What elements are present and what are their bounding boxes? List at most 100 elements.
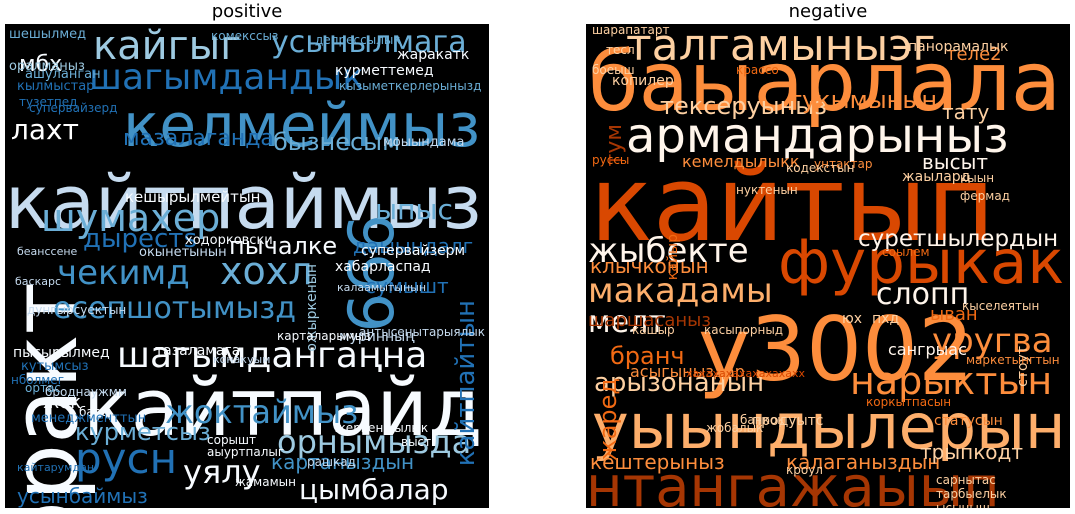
positive-word: мбх [19, 52, 63, 77]
positive-word: хабарласпад [335, 259, 431, 275]
negative-word: статусын [934, 413, 1003, 429]
negative-word: коркытпасын [866, 395, 952, 409]
positive-word: усынбаймыз [17, 484, 148, 508]
positive-word: шагымдангаңна [117, 335, 428, 376]
positive-word: ортас [25, 381, 61, 395]
positive-word: курметтемед [335, 63, 434, 79]
positive-word: пысырылмед [13, 345, 110, 361]
positive-word: ашуланган [25, 67, 101, 82]
negative-word: юх [842, 311, 863, 327]
positive-word: менеджменттын [31, 411, 147, 426]
positive-word: хохл [220, 249, 313, 293]
positive-word: кайгыг [93, 24, 242, 69]
positive-word: барф [79, 405, 112, 419]
negative-word: кыселеятын [962, 299, 1040, 313]
negative-word: жаред [594, 378, 622, 461]
negative-word: ыван [930, 304, 978, 325]
positive-word: комекcсыз [211, 29, 279, 43]
positive-word: жок [43, 392, 82, 413]
positive-word: лахт [11, 113, 79, 146]
positive-word: карталарымыз [277, 329, 371, 343]
negative-word: касыпорныд [704, 323, 784, 337]
negative-word: банкок [740, 413, 785, 427]
positive-word: депрессылык [315, 33, 401, 47]
positive-word: бызнесым [273, 128, 401, 156]
positive-word: жеркеншылык [335, 421, 429, 435]
positive-word: кызыметкерлерынызд [339, 79, 482, 93]
positive-word: нболмег [11, 373, 64, 387]
positive-word: мазалаганда [123, 126, 274, 151]
negative-word: кемелдылыкк [682, 152, 800, 171]
negative-word: кодекстын [786, 161, 855, 175]
positive-word: шешылмед [9, 27, 87, 42]
positive-word: кайтарумдан [17, 461, 95, 474]
negative-word: армандарыныз [626, 108, 1009, 164]
negative-word: нуктенын [736, 183, 798, 197]
negative-word: тесл [606, 43, 635, 57]
negative-word: сангрыас [888, 340, 967, 359]
negative-word: асыгыныздар [630, 362, 745, 381]
positive-word: беанссене [17, 245, 78, 258]
positive-word: орнымызда [277, 423, 472, 461]
positive-word: супервайзерд [29, 101, 118, 115]
negative-word: тукымынын [788, 86, 938, 114]
positive-word: конакуым [213, 353, 271, 366]
negative-word: калаганыздын [786, 450, 941, 474]
positive-wordcloud: кайтпаймыз кайтпайд келмеймыз шагымдангаңна… [5, 24, 489, 508]
positive-word: цымбалар [299, 473, 449, 506]
positive-word: ыпыс [375, 193, 453, 226]
positive-word: тазаламага [155, 343, 241, 359]
positive-word: дунгырсуектын [27, 303, 127, 317]
negative-word: кашыр [632, 323, 675, 337]
negative-word: арызонанын [594, 368, 765, 398]
positive-word: уялу [183, 453, 261, 491]
negative-word: крассо [736, 63, 779, 77]
negative-word: кыын [960, 171, 995, 185]
negative-word: маркетынгтын [966, 353, 1060, 367]
negative-word: кайыр [665, 234, 681, 281]
positive-word: аыуртпалыг [207, 445, 285, 459]
positive-word: усынылмага [271, 25, 467, 60]
negative-word: жобалык [706, 421, 764, 435]
positive-word: ходорковски [185, 233, 273, 248]
negative-word: хахахахахахахахаxx [686, 367, 806, 380]
negative-word: жыбекте [588, 231, 749, 271]
negative-word: боеыш [592, 63, 635, 77]
positive-word: супервайзерм [361, 243, 466, 259]
negative-word: шаршасаныз [588, 310, 711, 331]
positive-word: антысенытарыялык [359, 325, 486, 339]
positive-word: шагымдандык [89, 57, 365, 98]
positive-chart-title: positive [211, 1, 283, 22]
negative-word: жаылард [902, 169, 971, 185]
negative-word: тексеруыныз [660, 92, 827, 120]
negative-word: копилер [612, 73, 674, 89]
negative-word: макадамы [588, 271, 773, 311]
negative-word: нтангажаыып [586, 455, 1000, 509]
negative-word: руссы [592, 153, 630, 167]
negative-word: теле2 [946, 44, 1002, 65]
negative-word: суретшылердын [858, 226, 1059, 252]
negative-word: унтактар [814, 157, 873, 171]
negative-wordcloud: баыарлала кайтып уыындылерын у3002 армандары… [586, 24, 1070, 508]
positive-word: рашкад [307, 455, 356, 469]
positive-word: калаамытынын [337, 281, 427, 294]
negative-word: фурыкак [778, 227, 1065, 298]
positive-word: шумахер [41, 196, 221, 240]
positive-word: баскарс [15, 275, 61, 288]
negative-word: кештерыныз [590, 450, 725, 474]
positive-word: кайтпайд [83, 362, 483, 454]
negative-word: у3002 [698, 298, 975, 401]
positive-word: русн [75, 434, 178, 483]
negative-word: кайтып [590, 143, 995, 265]
positive-word: оралманыз [9, 59, 85, 74]
negative-word: слопп [876, 277, 970, 312]
negative-word: нарыктын [850, 359, 1053, 403]
negative-word: ысыныш [936, 501, 990, 508]
positive-word: жаракатк [397, 47, 470, 63]
positive-word: броднаужмм [45, 385, 127, 399]
negative-word: талгамыныэг [626, 24, 936, 71]
positive-word: есепшотымызд [53, 291, 297, 326]
positive-word: жоктаймыз [165, 393, 359, 431]
positive-word: курметсыз [75, 418, 211, 446]
negative-word: шарапатарт [592, 24, 670, 37]
